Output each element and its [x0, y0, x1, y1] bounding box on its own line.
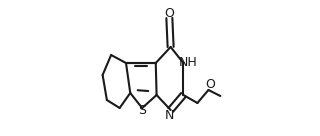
Text: NH: NH [179, 56, 197, 69]
Text: O: O [164, 7, 174, 20]
Text: S: S [138, 104, 146, 117]
Text: N: N [164, 109, 174, 122]
Text: O: O [205, 78, 215, 91]
